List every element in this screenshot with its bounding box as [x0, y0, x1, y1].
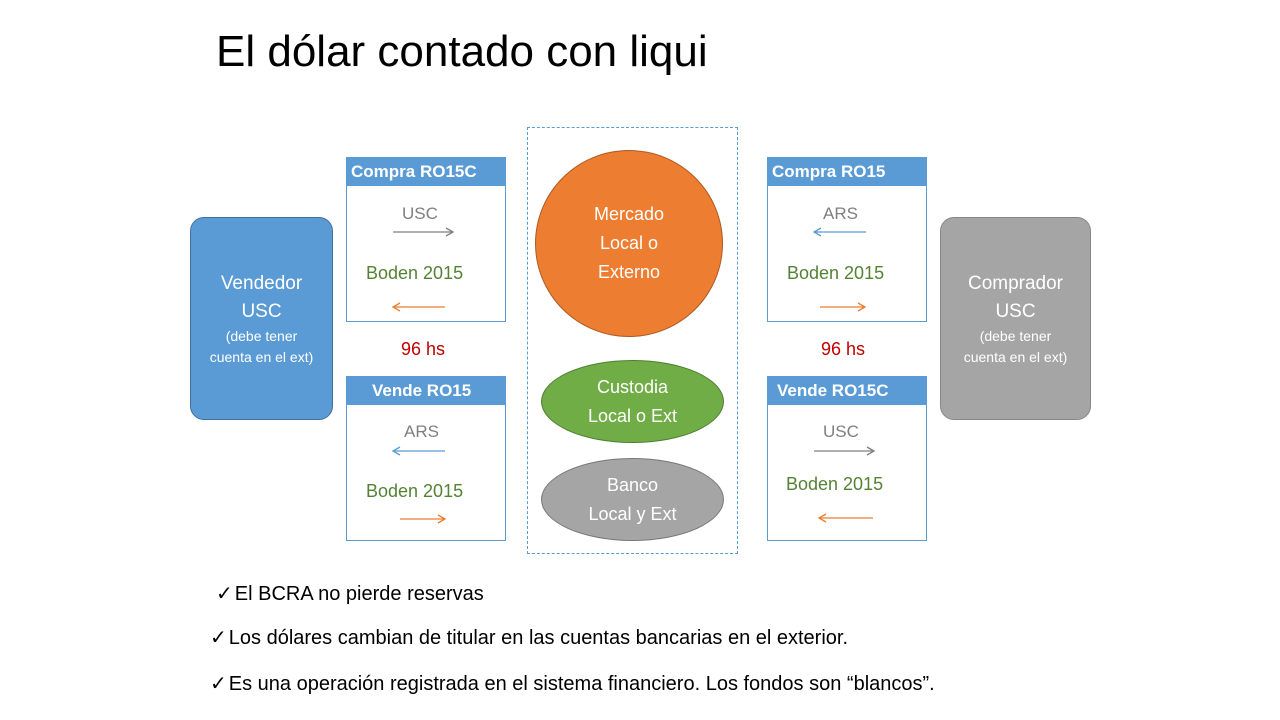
market-frame [527, 127, 738, 554]
buy-ro15c-box: Compra RO15C USC Boden 2015 [346, 157, 506, 322]
sell-ro15-box: Vende RO15 ARS Boden 2015 [346, 376, 506, 541]
sell-ro15c-currency: USC [823, 422, 859, 441]
market-node: Mercado Local o Externo [535, 150, 723, 337]
sell-ro15-header: Vende RO15 [347, 377, 505, 405]
bullet-item: ✓ El BCRA no pierde reservas [216, 580, 484, 608]
sell-ro15-bond: Boden 2015 [366, 481, 464, 501]
bullet-text: El BCRA no pierde reservas [234, 583, 484, 605]
bullet-item: ✓ Los dólares cambian de titular en las c… [210, 624, 848, 652]
check-icon: ✓ [210, 627, 227, 649]
custody-line2: Local o Ext [587, 405, 678, 426]
ars-arrow-left-icon [391, 446, 445, 456]
bank-line2: Local y Ext [588, 503, 677, 524]
bond-arrow-right-icon [400, 514, 447, 524]
slide-title: El dólar contado con liqui [216, 27, 708, 76]
check-icon: ✓ [210, 673, 227, 695]
buyer-note: (debe tener cuenta en el ext) [963, 327, 1068, 365]
sell-ro15c-header: Vende RO15C [768, 377, 926, 405]
sell-ro15c-box: Vende RO15C USC Boden 2015 [767, 376, 927, 541]
bond-arrow-right-icon [820, 302, 867, 312]
buy-ro15-currency: ARS [823, 204, 858, 223]
seller-name-line1: Vendedor [220, 272, 303, 294]
buy-ro15c-bond: Boden 2015 [366, 263, 464, 283]
ars-arrow-left-icon [812, 227, 866, 237]
bullet-item: ✓ Es una operación registrada en el siste… [210, 670, 935, 698]
buy-ro15-header: Compra RO15 [768, 158, 926, 186]
custody-line1: Custodia [596, 376, 669, 397]
market-line3: Externo [597, 262, 661, 282]
buyer-node: Comprador USC (debe tener cuenta en el e… [940, 217, 1091, 420]
buyer-name-line2: USC [995, 300, 1036, 322]
bank-line1: Banco [606, 474, 659, 495]
market-line1: Mercado [593, 204, 665, 224]
sell-ro15c-bond: Boden 2015 [786, 474, 884, 494]
buyer-name-line1: Comprador [967, 272, 1064, 294]
check-icon: ✓ [216, 583, 233, 605]
buy-ro15-box: Compra RO15 ARS Boden 2015 [767, 157, 927, 322]
buy-ro15-bond: Boden 2015 [787, 263, 885, 283]
bullet-text: Los dólares cambian de titular en las cu… [228, 627, 849, 649]
bank-node: Banco Local y Ext [541, 458, 724, 541]
seller-note: (debe tener cuenta en el ext) [209, 327, 314, 365]
usc-arrow-right-icon [814, 446, 876, 456]
sell-ro15-currency: ARS [404, 422, 439, 441]
settlement-time-left: 96 hs [401, 339, 446, 359]
bond-arrow-left-icon [817, 513, 873, 523]
seller-name-line2: USC [241, 300, 282, 322]
custody-node: Custodia Local o Ext [541, 360, 724, 443]
buy-ro15c-currency: USC [402, 204, 438, 223]
bullet-text: Es una operación registrada en el sistem… [228, 673, 935, 695]
settlement-time-right: 96 hs [821, 339, 866, 359]
usc-arrow-right-icon [393, 227, 455, 237]
bond-arrow-left-icon [391, 302, 445, 312]
seller-node: Vendedor USC (debe tener cuenta en el ex… [190, 217, 333, 420]
buy-ro15c-header: Compra RO15C [347, 158, 505, 186]
market-line2: Local o [599, 233, 659, 253]
